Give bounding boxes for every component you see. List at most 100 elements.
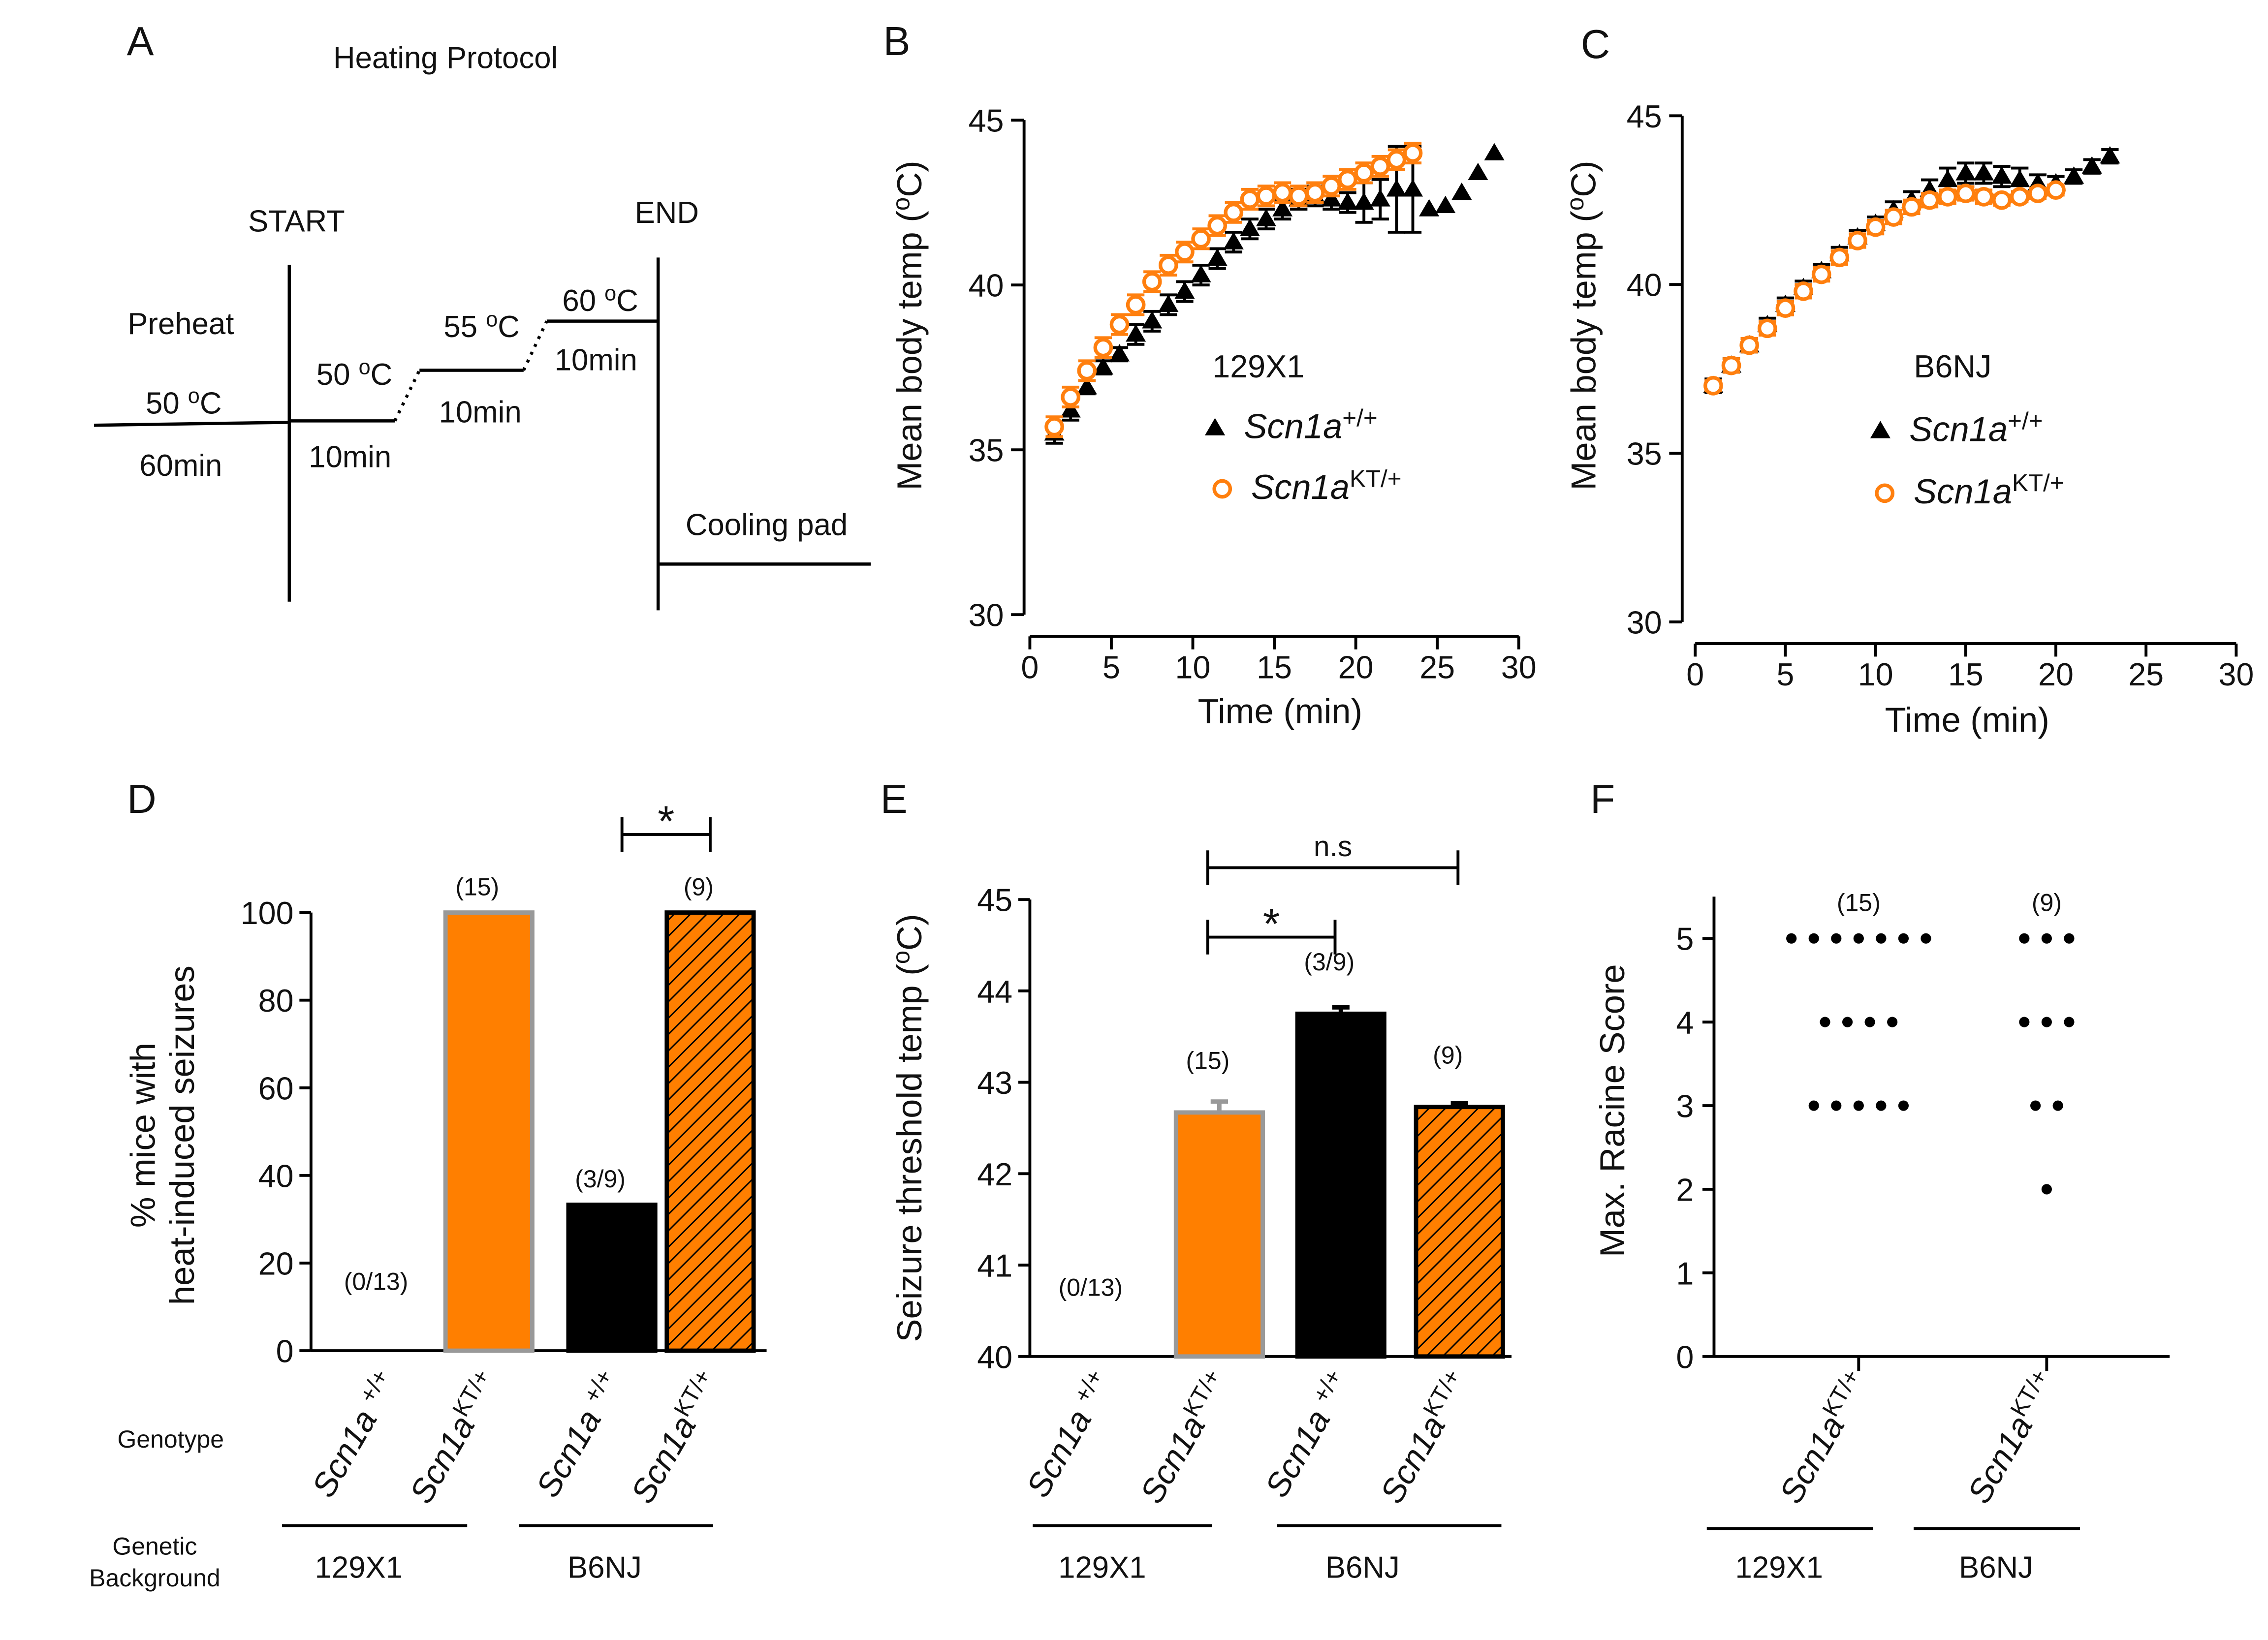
data-point [2010,187,2030,207]
x-tick-label: 10 [1858,656,1893,692]
row-label: Background [89,1564,220,1592]
y-tick-label: 41 [977,1248,1012,1284]
data-point [1109,344,1130,362]
significance-label: * [1263,899,1280,948]
y-tick-label: 30 [1627,604,1662,640]
data-point [1955,184,1976,203]
panel-label: A [127,19,154,64]
data-point [1256,186,1276,206]
end-label: END [635,196,699,230]
data-point [2041,933,2052,944]
significance-label: * [658,797,674,845]
text-part: Scn1a [1909,410,2008,449]
text-part: Scn1a [1020,1395,1103,1504]
x-tick-label: Scn1aKT/+ [401,1365,507,1510]
text-part: Scn1a [305,1395,389,1504]
panel-label: D [127,777,156,822]
x-tick-label: Scn1a +/+ [1017,1365,1120,1504]
superscript: o [359,355,371,379]
superscript: KT/+ [2012,469,2064,496]
bar [664,910,756,1353]
protocol-diagram [94,257,871,611]
step-time: 10min [439,395,522,429]
y-tick-label: 0 [276,1333,294,1369]
text-part: Scn1a [1251,467,1350,506]
y-tick-label: 60 [258,1070,294,1106]
data-point [1142,272,1162,292]
group-label: B6NJ [1325,1550,1400,1584]
y-tick-label: 40 [969,268,1004,304]
data-point [1451,182,1472,200]
data-point [2081,156,2102,174]
y-tick-label: 4 [1676,1005,1694,1041]
data-point [2064,1017,2075,1027]
data-point [1354,192,1374,210]
x-tick-label: Scn1aKT/+ [1371,1365,1477,1510]
x-tick-label: 25 [2128,656,2164,692]
step-time: 10min [309,440,391,474]
data-point [1240,189,1260,209]
data-point [1402,179,1423,197]
data-point [1076,377,1097,395]
value-label: (9) [1433,1042,1463,1069]
data-point [1142,311,1163,329]
x-tick-label: 15 [1257,650,1292,685]
data-point [1829,248,1850,268]
data-point [1419,199,1440,217]
y-tick-label: 40 [977,1339,1012,1375]
legend-label: Scn1a+/+ [1244,404,1377,446]
group-label: B6NJ [567,1550,642,1584]
data-point [1174,281,1195,299]
y-axis-label: Max. Racine Score [1593,964,1632,1257]
superscript: o [1562,197,1589,211]
panel-label: E [881,777,908,822]
text-part: 55 [443,310,486,344]
y-tick-label: 43 [977,1065,1012,1101]
text-part: Mean body temp ( [890,211,929,491]
data-point [1811,264,1831,284]
x-tick-label: 5 [1102,650,1120,685]
data-point [1305,183,1325,203]
x-tick-label: 0 [1021,650,1039,685]
superscript: KT/+ [1350,465,1402,492]
data-point [1224,202,1244,222]
data-point [1093,357,1113,375]
data-point [1721,355,1741,375]
data-point [1338,169,1357,189]
data-point [2041,1017,2052,1027]
x-tick-label: 20 [1338,650,1374,685]
data-point [1757,318,1777,339]
data-point [1887,1017,1898,1027]
x-tick-label: Scn1aKT/+ [1958,1365,2065,1510]
value-label: (9) [684,873,714,900]
chart-title: B6NJ [1914,348,1991,384]
step-time: 60min [139,449,222,483]
y-tick-label: 3 [1676,1088,1694,1124]
x-tick-label: 20 [2038,656,2074,692]
text-part: Scn1a [1961,1409,2040,1509]
superscript: o [887,197,914,211]
y-tick-label: 40 [258,1158,294,1194]
data-point [1370,156,1390,176]
data-point [1321,189,1342,207]
data-point [1853,1100,1864,1111]
data-point [1973,163,1994,181]
text-part: C [616,284,638,318]
legend-marker [1870,421,1890,438]
data-point [1902,197,1922,217]
y-tick-label: 2 [1676,1172,1694,1207]
data-point [1955,163,1976,181]
data-point [1831,933,1842,944]
data-point [1126,295,1146,315]
data-point [2041,1184,2052,1195]
data-point [1921,933,1931,944]
data-point [1386,179,1407,197]
data-point [1831,1100,1842,1111]
data-point [1992,190,2012,210]
data-point [1207,248,1228,266]
value-label: (0/13) [344,1268,408,1296]
data-point [1370,189,1390,207]
preheat-line [94,421,289,427]
